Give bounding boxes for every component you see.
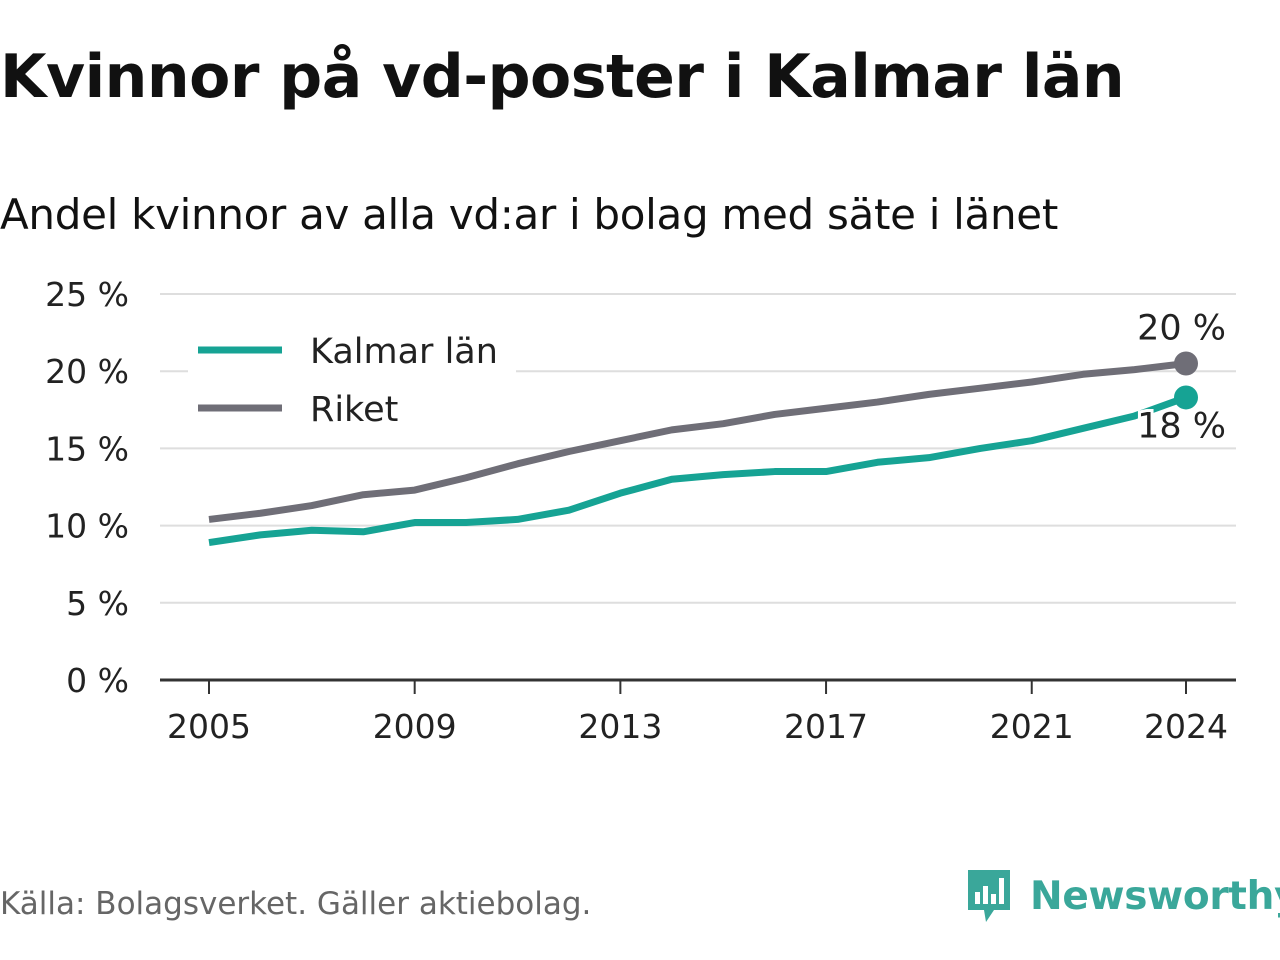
end-point-marker: [1174, 385, 1198, 410]
y-tick-label: 5 %: [66, 584, 129, 623]
legend: Kalmar län Riket: [188, 318, 516, 446]
end-labels: 20 % 18 %: [1134, 305, 1229, 449]
newsworthy-logo-icon: [968, 870, 1010, 922]
legend-label: Kalmar län: [310, 332, 498, 372]
series-line-kalmar-lan: [208, 394, 1188, 547]
x-tick-label: 2005: [167, 707, 251, 746]
brand-name: Newsworthy: [1030, 873, 1280, 919]
end-point-marker: [1174, 351, 1198, 376]
x-tick-label: 2017: [784, 707, 868, 746]
y-axis-ticks: 0 % 5 % 10 % 15 % 20 % 25 %: [45, 275, 129, 700]
x-axis: 2005 2009 2013 2017 2021 2024: [160, 678, 1236, 746]
chart-subtitle: Andel kvinnor av alla vd:ar i bolag med …: [0, 190, 1058, 239]
brand-logo: Newsworthy: [964, 864, 1280, 928]
x-tick-label: 2013: [578, 707, 662, 746]
y-tick-label: 15 %: [45, 429, 129, 468]
series-line-riket: [208, 360, 1187, 523]
end-label-riket: 20 %: [1137, 308, 1226, 348]
end-label-kalmar-lan: 18 %: [1137, 406, 1226, 446]
source-note: Källa: Bolagsverket. Gäller aktiebolag.: [0, 886, 592, 922]
chart-title: Kvinnor på vd-poster i Kalmar län: [0, 42, 1125, 112]
series-lines: [208, 351, 1198, 547]
y-tick-label: 10 %: [45, 507, 129, 546]
y-tick-label: 20 %: [45, 352, 129, 391]
legend-label: Riket: [310, 390, 398, 430]
x-tick-label: 2024: [1144, 707, 1228, 746]
x-tick-label: 2009: [373, 707, 457, 746]
x-tick-label: 2021: [990, 707, 1074, 746]
y-tick-label: 0 %: [66, 661, 129, 700]
legend-background: [188, 318, 516, 446]
y-tick-label: 25 %: [45, 275, 129, 314]
